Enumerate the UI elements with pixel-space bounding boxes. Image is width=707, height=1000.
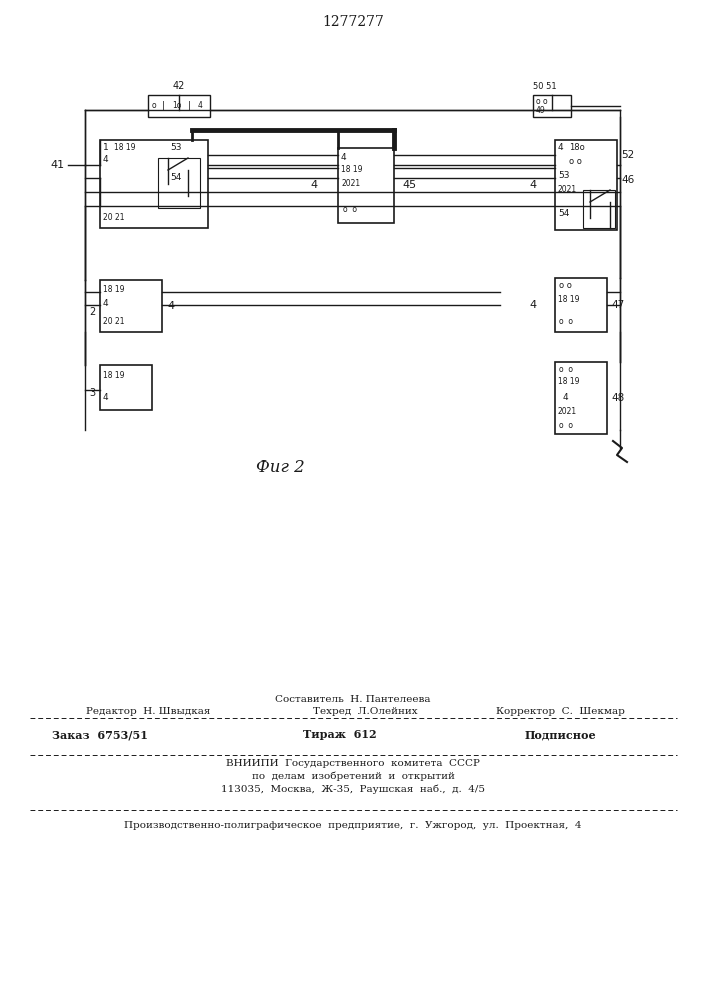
Text: Составитель  Н. Пантелеева: Составитель Н. Пантелеева	[275, 696, 431, 704]
Text: 18 19: 18 19	[341, 165, 363, 174]
Text: |: |	[162, 102, 165, 110]
Text: 20 21: 20 21	[103, 214, 124, 223]
Text: 20 21: 20 21	[103, 318, 124, 326]
Text: 50 51: 50 51	[533, 82, 556, 91]
Bar	[100, 140, 208, 228]
Text: 1: 1	[103, 143, 109, 152]
Text: 2021: 2021	[558, 186, 577, 194]
Text: Фиг 2: Фиг 2	[256, 460, 305, 477]
Text: 18 19: 18 19	[103, 286, 124, 294]
Text: 4: 4	[103, 300, 109, 308]
Text: 2021: 2021	[341, 180, 360, 188]
Text: 42: 42	[173, 81, 185, 91]
Text: по  делам  изобретений  и  открытий: по делам изобретений и открытий	[252, 771, 455, 781]
Bar	[148, 95, 210, 117]
Text: Заказ  6753/51: Заказ 6753/51	[52, 730, 148, 740]
Text: 54: 54	[170, 174, 182, 182]
Text: 41: 41	[51, 160, 65, 170]
Bar	[583, 190, 615, 228]
Text: o o: o o	[536, 97, 548, 106]
Text: Производственно-полиграфическое  предприятие,  г.  Ужгород,  ул.  Проектная,  4: Производственно-полиграфическое предприя…	[124, 820, 582, 830]
Text: 4: 4	[198, 102, 203, 110]
Text: 45: 45	[402, 180, 416, 190]
Bar	[100, 365, 152, 410]
Text: 4: 4	[341, 153, 346, 162]
Text: o  o: o o	[343, 206, 357, 215]
Text: 18 19: 18 19	[558, 296, 580, 304]
Text: 53: 53	[170, 143, 182, 152]
Bar	[533, 95, 571, 117]
Text: 4: 4	[530, 180, 537, 190]
Text: Корректор  С.  Шекмар: Корректор С. Шекмар	[496, 708, 624, 716]
Text: 4: 4	[167, 301, 174, 311]
Text: 4: 4	[311, 180, 318, 190]
Text: 47: 47	[611, 300, 624, 310]
Text: 54: 54	[558, 210, 569, 219]
Text: o o: o o	[569, 157, 582, 166]
Text: 4: 4	[558, 143, 563, 152]
Text: o  o: o o	[559, 422, 573, 430]
Text: 48: 48	[611, 393, 624, 403]
Text: 3: 3	[89, 387, 95, 397]
Text: |: |	[188, 102, 191, 110]
Bar	[338, 148, 394, 223]
Text: o  o: o o	[559, 318, 573, 326]
Text: 1o: 1o	[172, 102, 182, 110]
Text: 2021: 2021	[558, 408, 577, 416]
Text: 1277277: 1277277	[322, 15, 384, 29]
Bar	[158, 158, 200, 208]
Text: Подписное: Подписное	[524, 730, 596, 740]
Text: o  o: o o	[559, 365, 573, 374]
Bar	[555, 278, 607, 332]
Text: Тираж  612: Тираж 612	[303, 730, 377, 740]
Text: 4: 4	[530, 300, 537, 310]
Text: Редактор  Н. Швыдкая: Редактор Н. Швыдкая	[86, 708, 210, 716]
Text: o: o	[152, 102, 157, 110]
Text: 18 19: 18 19	[103, 370, 124, 379]
Text: 18 19: 18 19	[558, 377, 580, 386]
Text: 52: 52	[621, 150, 634, 160]
Text: o o: o o	[559, 282, 572, 290]
Text: 18 19: 18 19	[114, 143, 136, 152]
Text: 113035,  Москва,  Ж-35,  Раушская  наб.,  д.  4/5: 113035, Москва, Ж-35, Раушская наб., д. …	[221, 784, 485, 794]
Text: ВНИИПИ  Государственного  комитета  СССР: ВНИИПИ Государственного комитета СССР	[226, 758, 480, 768]
Bar	[555, 140, 617, 230]
Text: 49: 49	[536, 106, 546, 115]
Text: 4: 4	[103, 392, 109, 401]
Text: 46: 46	[621, 175, 634, 185]
Text: Техред  Л.Олейних: Техред Л.Олейних	[312, 708, 417, 716]
Text: 4: 4	[103, 155, 109, 164]
Text: 53: 53	[558, 172, 570, 180]
Text: 4: 4	[563, 393, 568, 402]
Text: 2: 2	[89, 307, 95, 317]
Bar	[555, 362, 607, 434]
Text: 18o: 18o	[569, 143, 585, 152]
Bar	[100, 280, 162, 332]
